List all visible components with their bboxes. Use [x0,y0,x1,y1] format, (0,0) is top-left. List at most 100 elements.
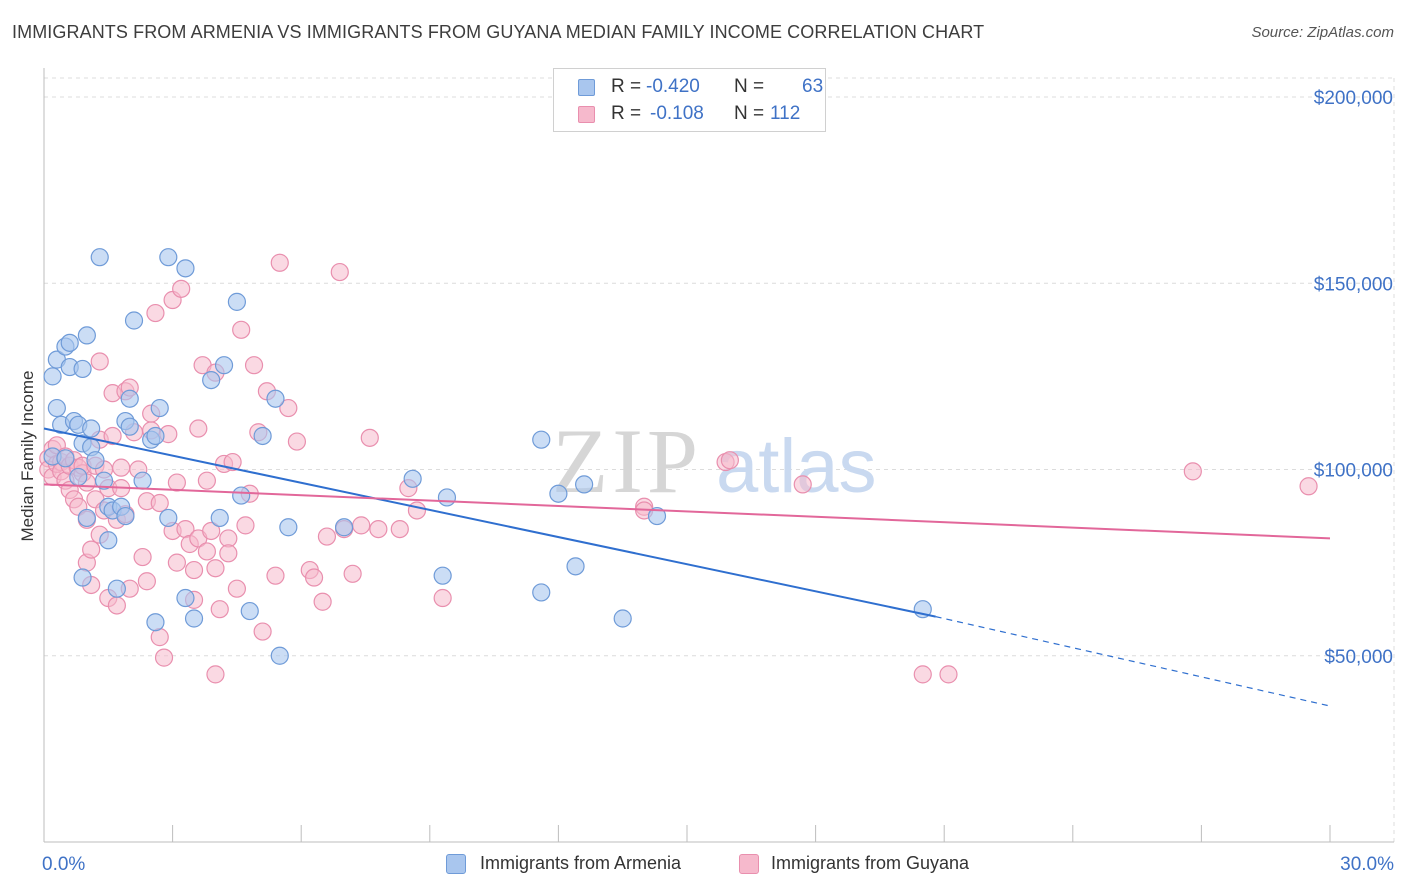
armenia-point [647,506,667,526]
armenia-point [176,588,195,608]
guyana-point [244,356,264,375]
armenia-point [47,398,66,418]
x-tick-label-min: 0.0% [42,854,85,875]
x-tick-label-max: 30.0% [1340,854,1394,875]
y-tick-label: $50,000 [1324,647,1393,668]
n-label: N = [734,76,765,97]
n-label: N = [734,103,765,124]
armenia-legend-label: Immigrants from Armenia [480,853,682,873]
guyana-point [720,451,739,470]
armenia-point [202,371,221,390]
armenia-point [77,326,96,345]
guyana-point [433,588,452,608]
guyana-point [270,253,289,272]
armenia-point [94,471,114,490]
armenia-point [214,356,234,375]
armenia-point [146,426,165,446]
guyana-point [227,579,246,598]
armenia-trend-line [43,427,936,618]
armenia-point [120,389,139,408]
armenia-point [43,367,62,386]
armenia-legend-swatch [446,854,466,874]
guyana-point [202,521,221,541]
guyana-point [112,458,131,477]
armenia-point [120,417,139,436]
y-tick-label: $200,000 [1314,88,1393,109]
guyana-point [390,519,409,539]
r-label: R = [611,103,642,124]
armenia-point [575,475,594,494]
guyana-point [287,432,307,451]
guyana-point [137,572,156,591]
armenia-point [146,613,165,632]
armenia-point [150,398,169,418]
armenia-point [73,568,92,587]
armenia-point [266,389,285,408]
guyana-point [266,566,285,585]
guyana-point [352,516,371,535]
source-label: Source: ZipAtlas.com [1251,24,1394,41]
guyana-point [197,542,216,561]
armenia-point [613,609,632,628]
guyana-point [913,665,932,684]
guyana-trend-line [43,483,1331,540]
guyana-point [793,475,812,494]
guyana-point [103,426,122,446]
guyana-point [167,473,186,492]
y-axis-label: Median Family Income [18,370,37,541]
guyana-point [184,560,204,580]
armenia-point [403,469,422,488]
axes [43,68,1394,843]
r-value: -0.108 [650,103,704,124]
guyana-legend-label: Immigrants from Guyana [771,853,970,873]
watermark-zip: ZIP [552,410,702,512]
r-label: R = [611,76,642,97]
armenia-point [133,471,152,490]
armenia-point [159,508,178,528]
armenia-point [240,601,259,621]
armenia-point [210,508,229,528]
guyana-point [82,540,101,559]
armenia-point [279,518,298,537]
guyana-point [343,564,362,583]
armenia-point [124,311,144,330]
armenia-point [86,451,105,470]
guyana-point [313,592,332,611]
armenia-point [232,486,251,505]
armenia-point [82,419,101,438]
armenia-point [227,292,246,311]
armenia-point [437,488,457,507]
guyana-point [133,547,152,567]
r-value: -0.420 [646,76,700,97]
n-value: 112 [770,103,801,124]
armenia-point [90,248,109,267]
guyana-point [330,262,349,282]
armenia-point [532,583,551,602]
guyana-legend-swatch [739,854,759,874]
guyana-point [279,398,298,418]
series-armenia [43,248,932,665]
guyana-point [407,501,427,520]
guyana-point [167,553,186,572]
y-tick-label: $100,000 [1314,461,1393,482]
armenia-point [73,359,92,379]
guyana-point [197,471,216,490]
armenia-point [532,430,551,449]
armenia-point [159,248,178,267]
tick-labels: $50,000 $100,000 $150,000 $200,000 0.0% 30.0% [42,88,1394,875]
guyana-point [236,516,255,535]
guyana-point [223,452,242,472]
armenia-point [176,259,195,278]
guyana-point [360,428,379,447]
guyana-point [172,279,191,298]
guyana-point [150,493,169,513]
armenia-point [549,484,568,503]
guyana-point [232,320,251,339]
armenia-point [77,508,96,528]
guyana-point [150,628,169,647]
n-value: 63 [802,76,824,97]
armenia-point [107,579,126,598]
armenia-point [253,426,272,446]
y-tick-label: $150,000 [1314,274,1393,295]
armenia-point [566,557,585,576]
